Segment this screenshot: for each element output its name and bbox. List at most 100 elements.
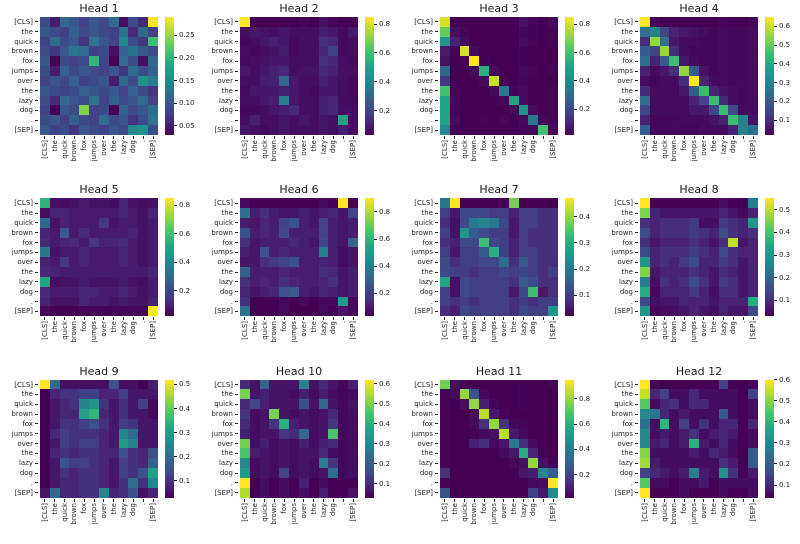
heatmap-cell — [718, 428, 729, 439]
heatmap-cell — [748, 46, 758, 57]
heatmap-cell — [279, 36, 290, 47]
heatmap-cell — [348, 286, 358, 297]
heatmap-cell — [40, 438, 50, 449]
heatmap-cell — [49, 487, 60, 498]
heatmap-cell — [738, 227, 749, 238]
heatmap-cell — [548, 26, 558, 37]
x-tick-mark — [473, 136, 475, 139]
x-tick-text: over — [99, 140, 108, 156]
heatmap-cell — [689, 36, 699, 47]
heatmap-cell — [338, 198, 349, 209]
heatmap-cell — [659, 267, 670, 277]
heatmap-cell — [679, 286, 690, 297]
heatmap-cell — [249, 428, 260, 439]
heatmap-cell — [259, 409, 270, 419]
x-tick-text: over — [499, 502, 508, 519]
x-tick-mark — [444, 317, 446, 321]
attention-head-panel: Head 2 [CLS] the quick brown fox jumps over the l… — [200, 0, 400, 181]
heatmap-cell — [69, 56, 80, 67]
x-tick-label: jumps — [289, 136, 299, 180]
y-tick-text: over — [217, 258, 233, 267]
heatmap-cell — [459, 286, 470, 297]
heatmap-cell — [738, 468, 749, 478]
heatmap-cell — [538, 95, 549, 106]
y-tick-label: [SEP] — [0, 125, 38, 135]
heatmap-cell — [679, 105, 690, 116]
heatmap-cell — [689, 409, 699, 419]
heatmap-cell — [249, 306, 260, 317]
heatmap-cell — [538, 296, 549, 307]
heatmap-cell — [489, 276, 499, 287]
y-tick-label: fox — [400, 238, 438, 248]
heatmap-cell — [518, 477, 529, 488]
heatmap-cell — [348, 399, 358, 410]
heatmap-cell — [708, 227, 719, 238]
heatmap-cell — [489, 247, 499, 258]
y-tick-label: fox — [0, 238, 38, 248]
heatmap-cell — [89, 198, 99, 209]
heatmap-cell — [708, 306, 719, 317]
heatmap-cell — [640, 56, 650, 67]
colorbar-tick-mark — [374, 238, 377, 240]
colorbar-tick-label: 0.2 — [174, 453, 190, 461]
heatmap-cell — [128, 208, 139, 218]
heatmap-cell — [298, 267, 309, 277]
heatmap-cell — [328, 389, 339, 400]
heatmap-cell — [728, 276, 739, 287]
heatmap-cell — [148, 487, 158, 498]
x-tick-mark — [323, 498, 325, 502]
heatmap-cell — [89, 257, 99, 268]
heatmap-cell — [240, 389, 250, 400]
y-tick-text: jumps — [611, 429, 633, 438]
heatmap-cell — [259, 438, 270, 449]
heatmap-cell — [348, 267, 358, 277]
y-tick-mark — [35, 261, 38, 263]
x-tick-text: dog — [329, 502, 338, 516]
colorbar-tick-mark — [774, 484, 777, 486]
heatmap-cell — [289, 217, 299, 228]
y-tick-text: brown — [211, 47, 233, 56]
heatmap-cell — [669, 458, 680, 469]
heatmap-cell — [669, 306, 680, 317]
heatmap-cell — [538, 487, 549, 498]
heatmap-cell — [259, 477, 270, 488]
heatmap-cell — [679, 458, 690, 469]
heatmap-cell — [249, 267, 260, 277]
heatmap-cell — [649, 208, 660, 218]
heatmap-cell — [259, 46, 270, 57]
heatmap-cell — [498, 66, 509, 76]
heatmap-cell — [40, 95, 50, 106]
heatmap-cell — [698, 125, 709, 135]
heatmap-cell — [640, 257, 650, 268]
y-tick-text: dog — [219, 287, 233, 296]
heatmap-cell — [348, 276, 358, 287]
y-tick-mark — [35, 100, 38, 102]
heatmap-cell — [669, 409, 680, 419]
heatmap-cell — [508, 477, 519, 488]
heatmap-cell — [98, 276, 109, 287]
heatmap-cell — [98, 247, 109, 258]
y-axis-token-labels: [CLS] the quick brown fox jumps over the lazy dog… — [0, 17, 38, 135]
heatmap-cell — [738, 17, 749, 27]
heatmap-cell — [538, 208, 549, 218]
y-tick-mark — [635, 109, 638, 111]
x-axis-token-labels: [CLS] the quick brown fox jumps over the lazy dog… — [640, 317, 758, 361]
heatmap-cell — [59, 306, 70, 317]
y-tick-text: the — [221, 390, 234, 399]
heatmap-cell — [459, 438, 470, 449]
y-tick-mark — [635, 212, 638, 214]
panel-title: Head 1 — [79, 2, 119, 15]
x-tick-label: [CLS] — [240, 136, 250, 180]
heatmap-cell — [659, 448, 670, 459]
heatmap-cell — [249, 399, 260, 410]
y-tick-mark — [435, 261, 438, 263]
heatmap-cell — [449, 418, 460, 429]
heatmap-cell — [269, 237, 280, 248]
colorbar-tick-label: 0.5 — [774, 41, 790, 49]
heatmap-cell — [738, 296, 749, 307]
x-tick-label: the — [509, 317, 519, 361]
x-tick-label: dog — [528, 136, 538, 180]
heatmap-cell — [249, 286, 260, 297]
heatmap-cell — [738, 477, 749, 488]
heatmap-cell — [138, 198, 149, 209]
